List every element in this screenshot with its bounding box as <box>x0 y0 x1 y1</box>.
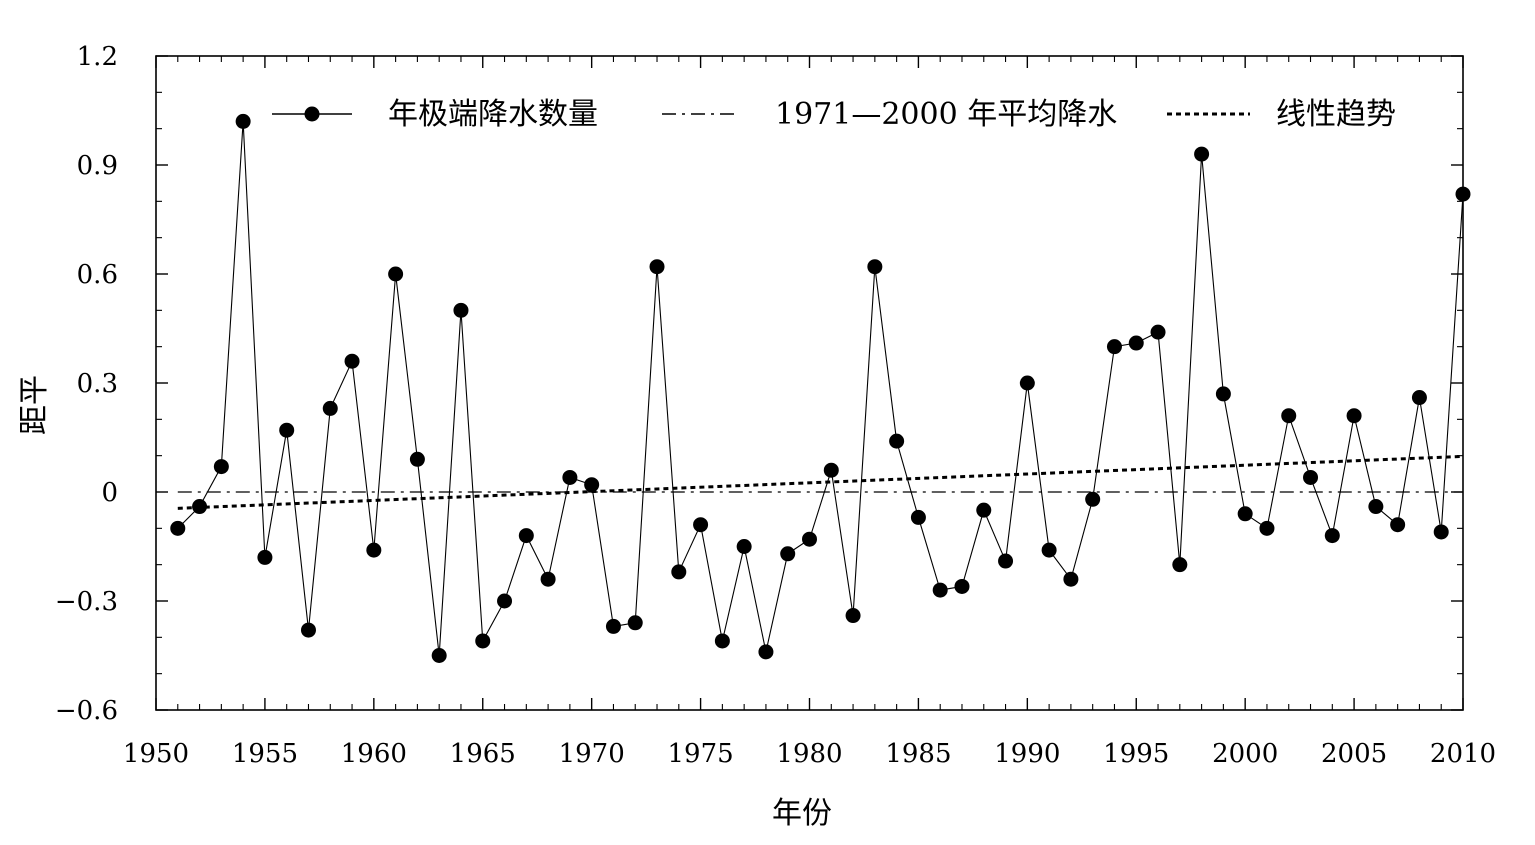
data-point-1980 <box>802 531 817 547</box>
data-point-2010 <box>1455 186 1471 202</box>
data-point-1953 <box>213 459 229 475</box>
data-point-1965 <box>475 633 491 649</box>
legend: 年极端降水数量 1971—2000 年平均降水 线性趋势 <box>272 97 1396 132</box>
data-point-1983 <box>867 259 883 275</box>
data-point-1984 <box>889 433 905 449</box>
y-axis-ticks <box>156 55 1463 711</box>
data-point-1976 <box>714 633 730 649</box>
y-tick-label-3: 0.3 <box>77 369 118 399</box>
data-point-1979 <box>780 546 796 562</box>
data-point-1985 <box>910 509 926 525</box>
legend-label-series-2: 1971—2000 年平均降水 <box>775 97 1117 132</box>
data-point-1957 <box>300 622 316 638</box>
data-point-2001 <box>1259 520 1275 536</box>
y-tick-label-5: 0.9 <box>77 151 118 181</box>
legend-label-series-3: 线性趋势 <box>1276 97 1396 132</box>
plot-area-frame <box>155 55 1464 711</box>
x-axis-ticks <box>155 56 1464 710</box>
data-point-1991 <box>1041 542 1057 558</box>
data-point-1981 <box>823 462 839 478</box>
data-point-1954 <box>235 113 251 129</box>
data-point-1986 <box>932 582 948 598</box>
x-tick-label-1985: 1985 <box>885 739 951 769</box>
data-point-1997 <box>1172 557 1188 573</box>
data-point-2005 <box>1346 408 1362 424</box>
x-tick-label-1980: 1980 <box>776 739 842 769</box>
data-point-1977 <box>736 539 752 554</box>
data-point-1995 <box>1128 335 1144 351</box>
x-axis-label: 年份 <box>772 796 832 831</box>
x-tick-label-2010: 2010 <box>1430 739 1496 769</box>
x-tick-label-2000: 2000 <box>1212 739 1278 769</box>
data-point-2000 <box>1237 506 1253 522</box>
data-point-1971 <box>605 618 621 634</box>
data-point-1988 <box>976 502 992 518</box>
y-axis-label: 距平 <box>17 375 52 435</box>
data-point-1989 <box>998 553 1014 569</box>
data-point-1999 <box>1215 386 1231 402</box>
x-tick-label-1960: 1960 <box>341 739 407 769</box>
data-point-1992 <box>1063 571 1079 587</box>
data-point-1966 <box>497 593 513 609</box>
data-point-2003 <box>1303 469 1319 485</box>
data-point-1987 <box>954 578 970 594</box>
data-point-2002 <box>1281 408 1297 424</box>
x-tick-label-1955: 1955 <box>232 739 298 769</box>
x-tick-label-1970: 1970 <box>559 739 625 769</box>
data-point-2004 <box>1324 528 1340 544</box>
data-point-1962 <box>409 451 425 467</box>
data-point-1969 <box>562 469 578 485</box>
data-point-1952 <box>192 499 208 515</box>
data-point-1967 <box>518 528 534 544</box>
data-point-1973 <box>649 259 665 275</box>
data-point-1955 <box>257 549 273 565</box>
series-layer <box>170 113 1471 663</box>
data-point-1963 <box>431 648 447 663</box>
x-tick-label-1950: 1950 <box>123 739 189 769</box>
data-point-1970 <box>584 477 600 493</box>
data-point-2009 <box>1433 524 1449 540</box>
data-point-1975 <box>693 517 709 533</box>
data-point-1990 <box>1019 375 1035 391</box>
series-linear-trend <box>177 454 1464 510</box>
y-tick-label-1: −0.3 <box>55 587 118 617</box>
legend-swatch-series-1-marker <box>304 106 320 122</box>
data-point-1968 <box>540 571 556 587</box>
legend-label-series-1: 年极端降水数量 <box>388 97 598 132</box>
data-point-1959 <box>344 353 360 369</box>
data-point-1996 <box>1150 324 1166 340</box>
data-point-1974 <box>671 564 687 580</box>
data-point-1960 <box>366 542 382 558</box>
data-point-1978 <box>758 644 774 660</box>
data-point-1956 <box>279 422 295 438</box>
y-tick-label-4: 0.6 <box>77 260 118 290</box>
data-point-1961 <box>388 266 404 282</box>
x-tick-label-1965: 1965 <box>450 739 516 769</box>
data-point-1951 <box>170 520 186 536</box>
data-point-2006 <box>1368 499 1384 515</box>
x-tick-label-2005: 2005 <box>1321 739 1387 769</box>
y-tick-label-2: 0 <box>101 478 118 508</box>
data-point-1964 <box>453 302 469 318</box>
data-point-1998 <box>1194 146 1210 162</box>
y-axis-tick-labels: −0.6 −0.3 0 0.3 0.6 0.9 1.2 <box>55 42 118 726</box>
y-tick-label-0: −0.6 <box>55 696 118 726</box>
data-point-1994 <box>1106 339 1122 355</box>
data-point-1982 <box>845 608 861 624</box>
data-point-1993 <box>1085 491 1101 507</box>
series-annual-line <box>177 121 1464 656</box>
x-tick-label-1975: 1975 <box>667 739 733 769</box>
data-point-1972 <box>627 615 643 631</box>
data-point-1958 <box>322 400 338 416</box>
y-tick-label-6: 1.2 <box>77 42 118 72</box>
data-point-2007 <box>1390 517 1406 533</box>
x-axis-tick-labels: 1950 1955 1960 1965 1970 1975 1980 1985 1990 1995… <box>123 739 1496 769</box>
x-tick-label-1990: 1990 <box>994 739 1060 769</box>
data-point-2008 <box>1411 390 1427 406</box>
x-tick-label-1995: 1995 <box>1103 739 1169 769</box>
